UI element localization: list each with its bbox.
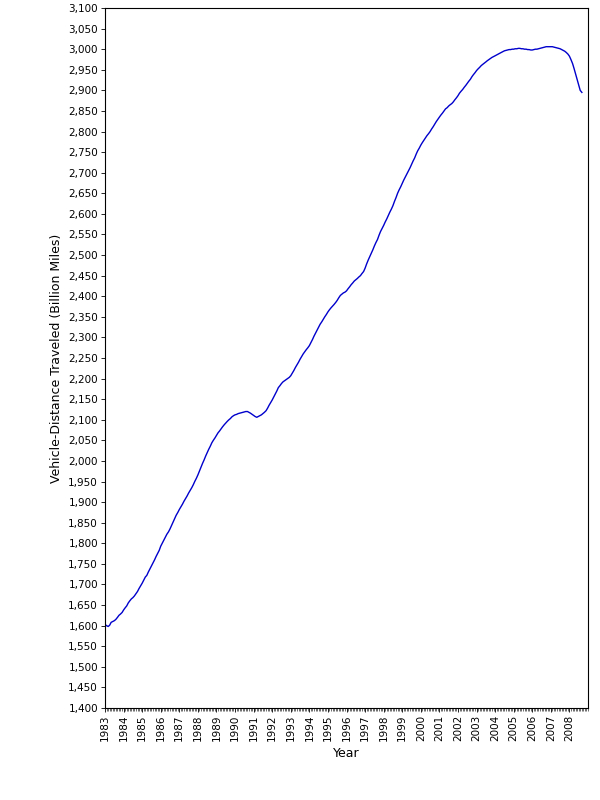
Y-axis label: Vehicle-Distance Traveled (Billion Miles): Vehicle-Distance Traveled (Billion Miles… bbox=[50, 234, 63, 482]
X-axis label: Year: Year bbox=[333, 747, 360, 760]
